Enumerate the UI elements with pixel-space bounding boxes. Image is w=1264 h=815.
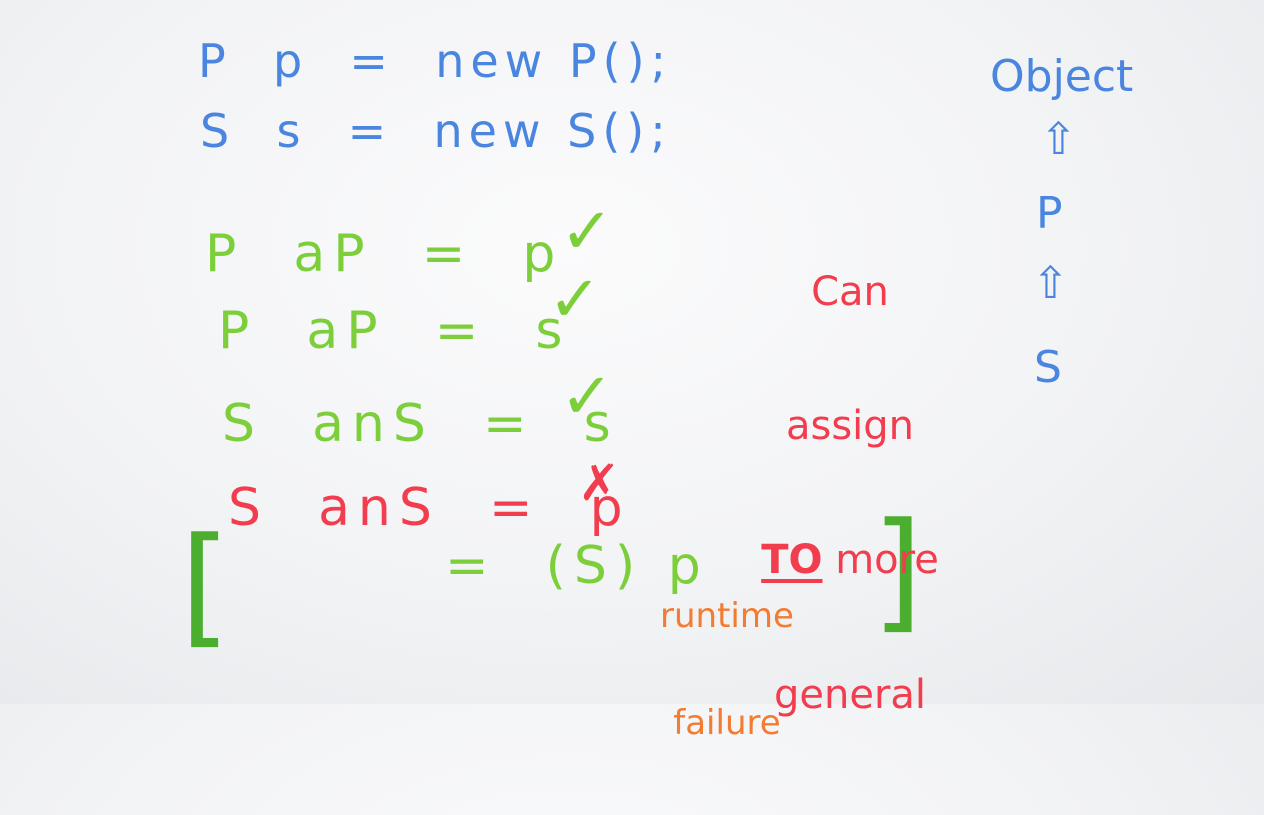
assignment-4: S anS = p: [228, 478, 631, 538]
whiteboard: P p = new P(); S s = new S(); P aP = p ✓…: [180, 34, 1134, 741]
inheritance-arrow-icon: ⇧: [1040, 114, 1077, 165]
note-emphasis: TO: [761, 537, 823, 584]
close-bracket: ]: [872, 494, 923, 646]
note-line-3: TO more: [735, 538, 965, 583]
declaration-s: S s = new S();: [200, 104, 672, 158]
hierarchy-s: S: [1034, 342, 1062, 393]
check-mark-icon: ✓: [548, 263, 610, 337]
assignment-2: P aP = s: [218, 301, 571, 361]
check-mark-icon: ✓: [560, 195, 622, 269]
failure-line-1: runtime: [660, 596, 794, 637]
note-line-4: general: [773, 671, 927, 718]
note-line-2: assign: [785, 402, 915, 449]
cast-expression: = (S) p: [445, 536, 709, 596]
check-mark-icon: ✓: [560, 360, 622, 434]
assignment-3: S anS = s: [222, 394, 619, 454]
assign-note: Can assign TO more general: [735, 180, 965, 807]
hierarchy-p: P: [1036, 188, 1063, 239]
cross-mark-icon: ✗: [578, 454, 628, 512]
note-line-1: Can: [811, 268, 889, 315]
open-bracket: [: [180, 509, 231, 661]
assignment-1: P aP = p: [205, 224, 564, 284]
hierarchy-object: Object: [990, 51, 1134, 102]
inheritance-arrow-icon: ⇧: [1032, 258, 1069, 309]
note-line-3-rest: more: [822, 537, 939, 584]
declaration-p: P p = new P();: [198, 34, 673, 88]
